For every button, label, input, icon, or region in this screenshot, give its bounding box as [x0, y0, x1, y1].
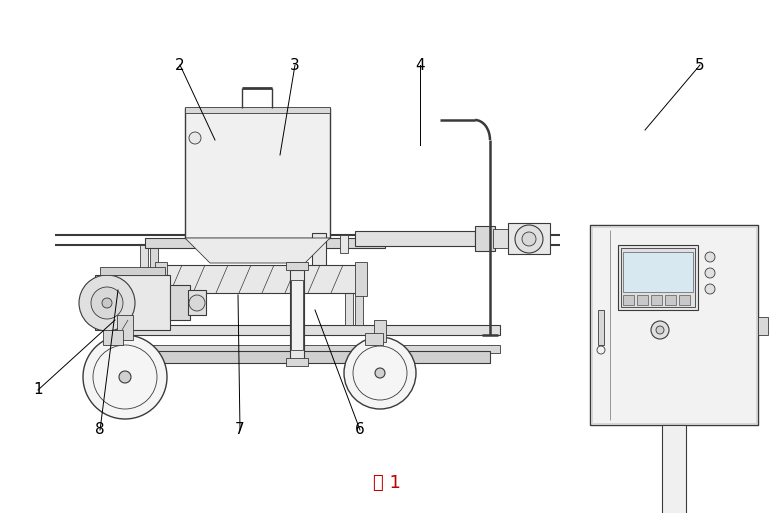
Bar — [291, 280, 303, 350]
Bar — [290, 270, 304, 360]
Text: 1: 1 — [33, 383, 43, 398]
Bar — [120, 325, 500, 335]
Text: 图 1: 图 1 — [373, 474, 401, 492]
Text: 8: 8 — [95, 423, 105, 438]
Circle shape — [705, 252, 715, 262]
Circle shape — [79, 275, 135, 331]
Bar — [170, 285, 190, 320]
Bar — [355, 262, 367, 296]
Bar — [679, 295, 690, 305]
Text: 2: 2 — [175, 57, 184, 72]
Bar — [493, 229, 508, 248]
Bar — [475, 226, 495, 251]
Circle shape — [375, 368, 385, 378]
Bar — [120, 345, 500, 353]
Bar — [100, 267, 165, 275]
Bar — [651, 295, 662, 305]
Bar — [340, 235, 348, 253]
Circle shape — [83, 335, 167, 419]
Circle shape — [656, 326, 664, 334]
Circle shape — [515, 225, 543, 253]
Bar — [155, 262, 167, 296]
Circle shape — [705, 284, 715, 294]
Text: 4: 4 — [415, 57, 425, 72]
Circle shape — [651, 321, 669, 339]
Bar — [374, 320, 386, 342]
Bar — [150, 245, 158, 325]
Bar — [188, 290, 206, 315]
Bar — [758, 317, 768, 335]
Bar — [623, 252, 693, 292]
Bar — [286, 358, 308, 366]
Bar — [140, 245, 148, 325]
Bar — [345, 265, 353, 325]
Text: 3: 3 — [290, 57, 300, 72]
Text: 7: 7 — [235, 423, 245, 438]
Circle shape — [91, 287, 123, 319]
Bar — [95, 275, 170, 330]
Bar — [160, 265, 360, 293]
Circle shape — [102, 298, 112, 308]
Bar — [365, 333, 383, 345]
Bar — [637, 295, 648, 305]
Bar — [355, 231, 475, 246]
Circle shape — [522, 232, 536, 246]
Polygon shape — [185, 238, 330, 263]
Bar — [312, 233, 326, 268]
Bar — [592, 227, 756, 423]
Text: 6: 6 — [355, 423, 365, 438]
Bar — [623, 295, 634, 305]
Bar — [310, 265, 328, 273]
Text: 5: 5 — [695, 57, 704, 72]
Bar — [618, 245, 698, 310]
Bar — [598, 310, 604, 345]
Bar — [185, 107, 330, 113]
Bar — [662, 425, 686, 513]
Bar — [355, 265, 363, 325]
Bar — [117, 315, 133, 340]
Bar — [508, 223, 550, 254]
Circle shape — [705, 268, 715, 278]
Bar — [185, 108, 330, 238]
Circle shape — [344, 337, 416, 409]
Bar — [130, 351, 490, 363]
Bar — [621, 248, 695, 307]
Circle shape — [189, 295, 205, 311]
Circle shape — [189, 132, 201, 144]
Circle shape — [119, 371, 131, 383]
Bar — [286, 262, 308, 270]
Bar — [665, 295, 676, 305]
Bar — [103, 330, 123, 345]
Bar — [145, 238, 385, 248]
Bar — [590, 225, 758, 425]
